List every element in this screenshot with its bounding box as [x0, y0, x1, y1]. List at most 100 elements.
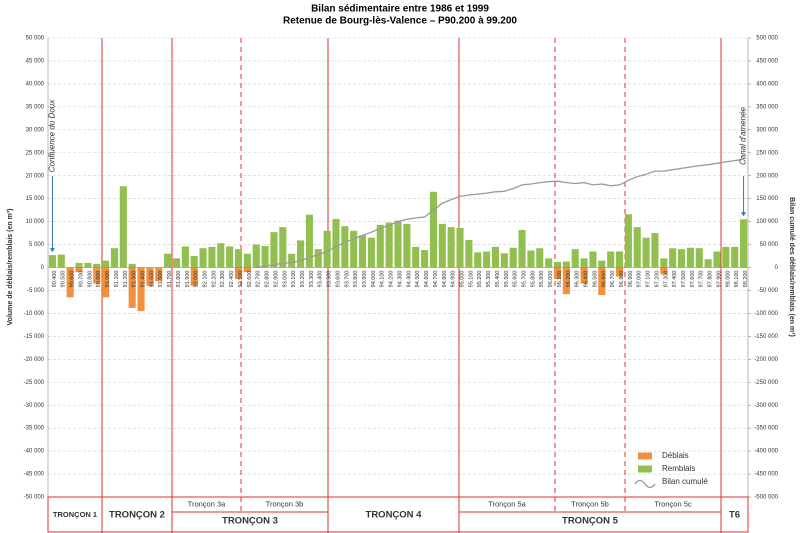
arrow-head: [49, 248, 55, 253]
x-tick-label: 95.400: [495, 271, 501, 288]
x-tick-label: 93.700: [344, 271, 350, 288]
bar: [438, 223, 446, 268]
x-tick-label: 98.100: [734, 271, 740, 288]
bar: [624, 214, 632, 268]
bar: [305, 214, 313, 268]
bar: [217, 243, 225, 268]
x-tick-label: 92.800: [265, 271, 271, 288]
bar: [128, 263, 136, 268]
x-tick-label: 91.100: [114, 271, 120, 288]
x-tick-label: 90.800: [87, 271, 93, 288]
x-tick-label: 96.700: [610, 271, 616, 288]
bar: [615, 251, 624, 268]
bar: [412, 246, 420, 268]
bar: [545, 258, 553, 268]
y2-tick-label: 100 000: [756, 219, 778, 225]
y2-tick-label: -450 000: [754, 472, 778, 478]
x-tick-label: 94.800: [442, 271, 448, 288]
bar: [704, 259, 712, 268]
bar: [75, 267, 83, 273]
y-axis-title: Volume de déblais/remblais (en m³): [7, 209, 14, 326]
y-tick-label: 25 000: [26, 150, 45, 156]
x-tick-label: 95.800: [530, 271, 536, 288]
subsection-label: Tronçon 3b: [266, 499, 304, 508]
y2-tick-label: 150 000: [756, 196, 778, 202]
bar: [102, 260, 110, 268]
y2-axis-title: Bilan cumulé des déblais/remblais (en m³…: [788, 197, 795, 337]
x-tick-label: 95.300: [486, 271, 492, 288]
bar: [465, 239, 473, 268]
bar: [385, 222, 393, 268]
x-tick-label: 95.200: [477, 271, 483, 288]
x-tick-label: 94.300: [397, 271, 403, 288]
bar: [190, 256, 198, 268]
bar: [359, 235, 367, 268]
x-tick-label: 96.900: [628, 271, 634, 288]
x-tick-label: 96.100: [557, 271, 563, 288]
bar: [536, 248, 544, 268]
x-tick-label: 94.900: [451, 271, 457, 288]
x-tick-label: 94.200: [389, 271, 395, 288]
bar: [119, 186, 127, 268]
x-tick-label: 96.800: [619, 271, 625, 288]
bar: [562, 261, 570, 268]
bar: [314, 249, 322, 268]
bar: [598, 267, 606, 296]
bar: [296, 240, 305, 268]
x-tick-label: 93.500: [327, 271, 333, 288]
bar: [483, 251, 491, 268]
bar: [403, 223, 411, 268]
bar: [270, 232, 278, 268]
x-tick-label: 91.800: [176, 271, 182, 288]
bar: [332, 218, 340, 268]
x-tick-label: 97.500: [681, 271, 687, 288]
bar: [261, 245, 269, 268]
x-tick-label: 97.600: [690, 271, 696, 288]
y2-tick-label: 200 000: [756, 173, 778, 179]
x-tick-label: 96.500: [592, 271, 598, 288]
bar: [181, 246, 189, 268]
section-label: T6: [729, 510, 740, 521]
y2-tick-label: 0: [775, 265, 779, 271]
bar: [102, 267, 110, 298]
x-tick-label: 93.900: [362, 271, 368, 288]
x-tick-label: 94.700: [433, 271, 439, 288]
x-tick-label: 97.800: [708, 271, 714, 288]
y-tick-label: -15 000: [24, 334, 45, 340]
x-tick-label: 92.000: [194, 271, 200, 288]
bar: [607, 251, 615, 268]
bar: [562, 267, 570, 295]
bar: [722, 246, 730, 268]
x-tick-label: 97.900: [716, 271, 722, 288]
x-tick-label: 98.200: [743, 271, 749, 288]
x-tick-label: 97.300: [663, 271, 669, 288]
x-tick-label: 97.100: [646, 271, 652, 288]
x-tick-label: 92.100: [203, 271, 209, 288]
legend-label: Déblais: [662, 451, 689, 460]
x-tick-label: 93.200: [300, 271, 306, 288]
bar: [66, 267, 74, 298]
bar: [580, 267, 588, 284]
bar: [243, 267, 251, 273]
x-tick-label: 94.600: [424, 271, 430, 288]
chart-subtitle: Retenue de Bourg-lès-Valence – P90.200 à…: [283, 16, 517, 27]
bar: [740, 219, 748, 268]
bar: [172, 258, 181, 268]
x-tick-label: 97.200: [654, 271, 660, 288]
bar: [580, 258, 588, 268]
x-tick-label: 91.300: [132, 271, 138, 288]
x-tick-label: 91.000: [105, 271, 111, 288]
section-label: TRONÇON 2: [109, 510, 165, 521]
y-tick-label: 5 000: [29, 242, 45, 248]
y-tick-label: -35 000: [24, 426, 45, 432]
x-tick-label: 94.000: [371, 271, 377, 288]
y-tick-label: -5 000: [27, 288, 45, 294]
y-tick-label: -50 000: [24, 495, 45, 501]
x-tick-label: 91.600: [158, 271, 164, 288]
bar: [660, 258, 668, 268]
y-tick-label: 15 000: [26, 196, 45, 202]
subsection-label: Tronçon 3a: [188, 499, 226, 508]
section-label: TRONÇON 4: [366, 510, 423, 521]
y-tick-label: 30 000: [26, 127, 45, 133]
